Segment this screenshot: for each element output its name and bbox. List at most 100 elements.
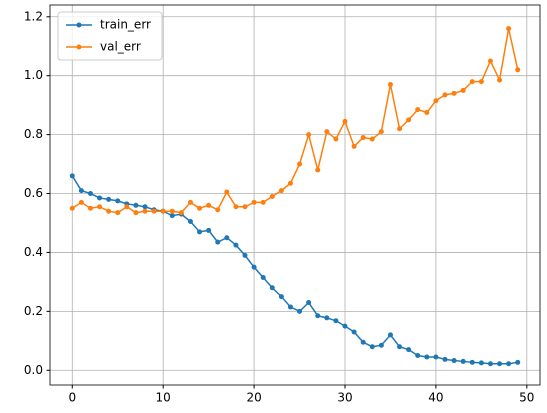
point [133,210,139,216]
x-tick-label: 40 [428,391,443,405]
point [97,204,103,210]
point [451,358,457,364]
point [224,189,230,195]
point [487,58,493,64]
point [133,202,139,208]
point [206,202,212,208]
point [351,143,357,149]
point [469,359,475,365]
y-tick-label: 1.0 [24,68,43,82]
point [115,198,121,204]
point [497,361,503,367]
point [69,173,75,179]
point [269,193,275,199]
point [87,205,93,211]
point [169,213,175,219]
point [97,195,103,201]
point [287,304,293,310]
y-tick-label: 1.2 [24,9,43,23]
point [397,344,403,350]
point [233,204,239,210]
point [251,264,257,270]
point [515,67,521,73]
point [415,353,421,359]
point [224,235,230,241]
point [197,205,203,211]
x-tick-label: 50 [519,391,534,405]
x-tick-label: 20 [246,391,261,405]
point [387,332,393,338]
legend-label: val_err [100,40,141,54]
point [333,318,339,324]
point [306,300,312,306]
point [242,204,248,210]
point [369,344,375,350]
point [197,229,203,235]
legend-box [57,11,163,61]
point [415,107,421,113]
point [78,188,84,194]
point [433,354,439,360]
point [515,359,521,365]
y-tick-label: 0.0 [24,363,43,377]
point [242,252,248,258]
y-tick-label: 0.8 [24,127,43,141]
point [478,360,484,366]
point [342,323,348,329]
point [442,92,448,98]
point [442,356,448,362]
point [187,219,193,225]
point [360,339,366,345]
point [160,208,166,214]
point [233,242,239,248]
legend-marker [76,44,82,50]
point [142,208,148,214]
point [78,199,84,205]
point [433,98,439,104]
point [506,26,512,32]
point [351,329,357,335]
point [187,199,193,205]
series-line [71,175,518,365]
point [87,191,93,197]
point [69,205,75,211]
point [324,315,330,321]
x-tick-label: 10 [156,391,171,405]
point [424,110,430,116]
point [287,180,293,186]
point [424,354,430,360]
point [315,167,321,173]
legend-label: train_err [100,18,151,32]
x-tick-label: 30 [337,391,352,405]
point [406,347,412,353]
point [278,188,284,194]
point [260,274,266,280]
point [360,135,366,141]
point [269,285,275,291]
point [324,129,330,135]
point [178,210,184,216]
point [378,129,384,135]
point [251,199,257,205]
legend-marker [76,22,82,28]
point [378,342,384,348]
y-tick-label: 0.2 [24,304,43,318]
point [478,79,484,85]
point [297,161,303,167]
point [260,199,266,205]
point [342,118,348,124]
y-tick-label: 0.4 [24,245,43,259]
point [333,136,339,142]
point [215,239,221,245]
point [151,208,157,214]
point [406,117,412,123]
point [142,204,148,210]
point [206,227,212,233]
point [278,294,284,300]
point [460,87,466,93]
point [115,210,121,216]
point [169,208,175,214]
y-tick-label: 0.6 [24,186,43,200]
